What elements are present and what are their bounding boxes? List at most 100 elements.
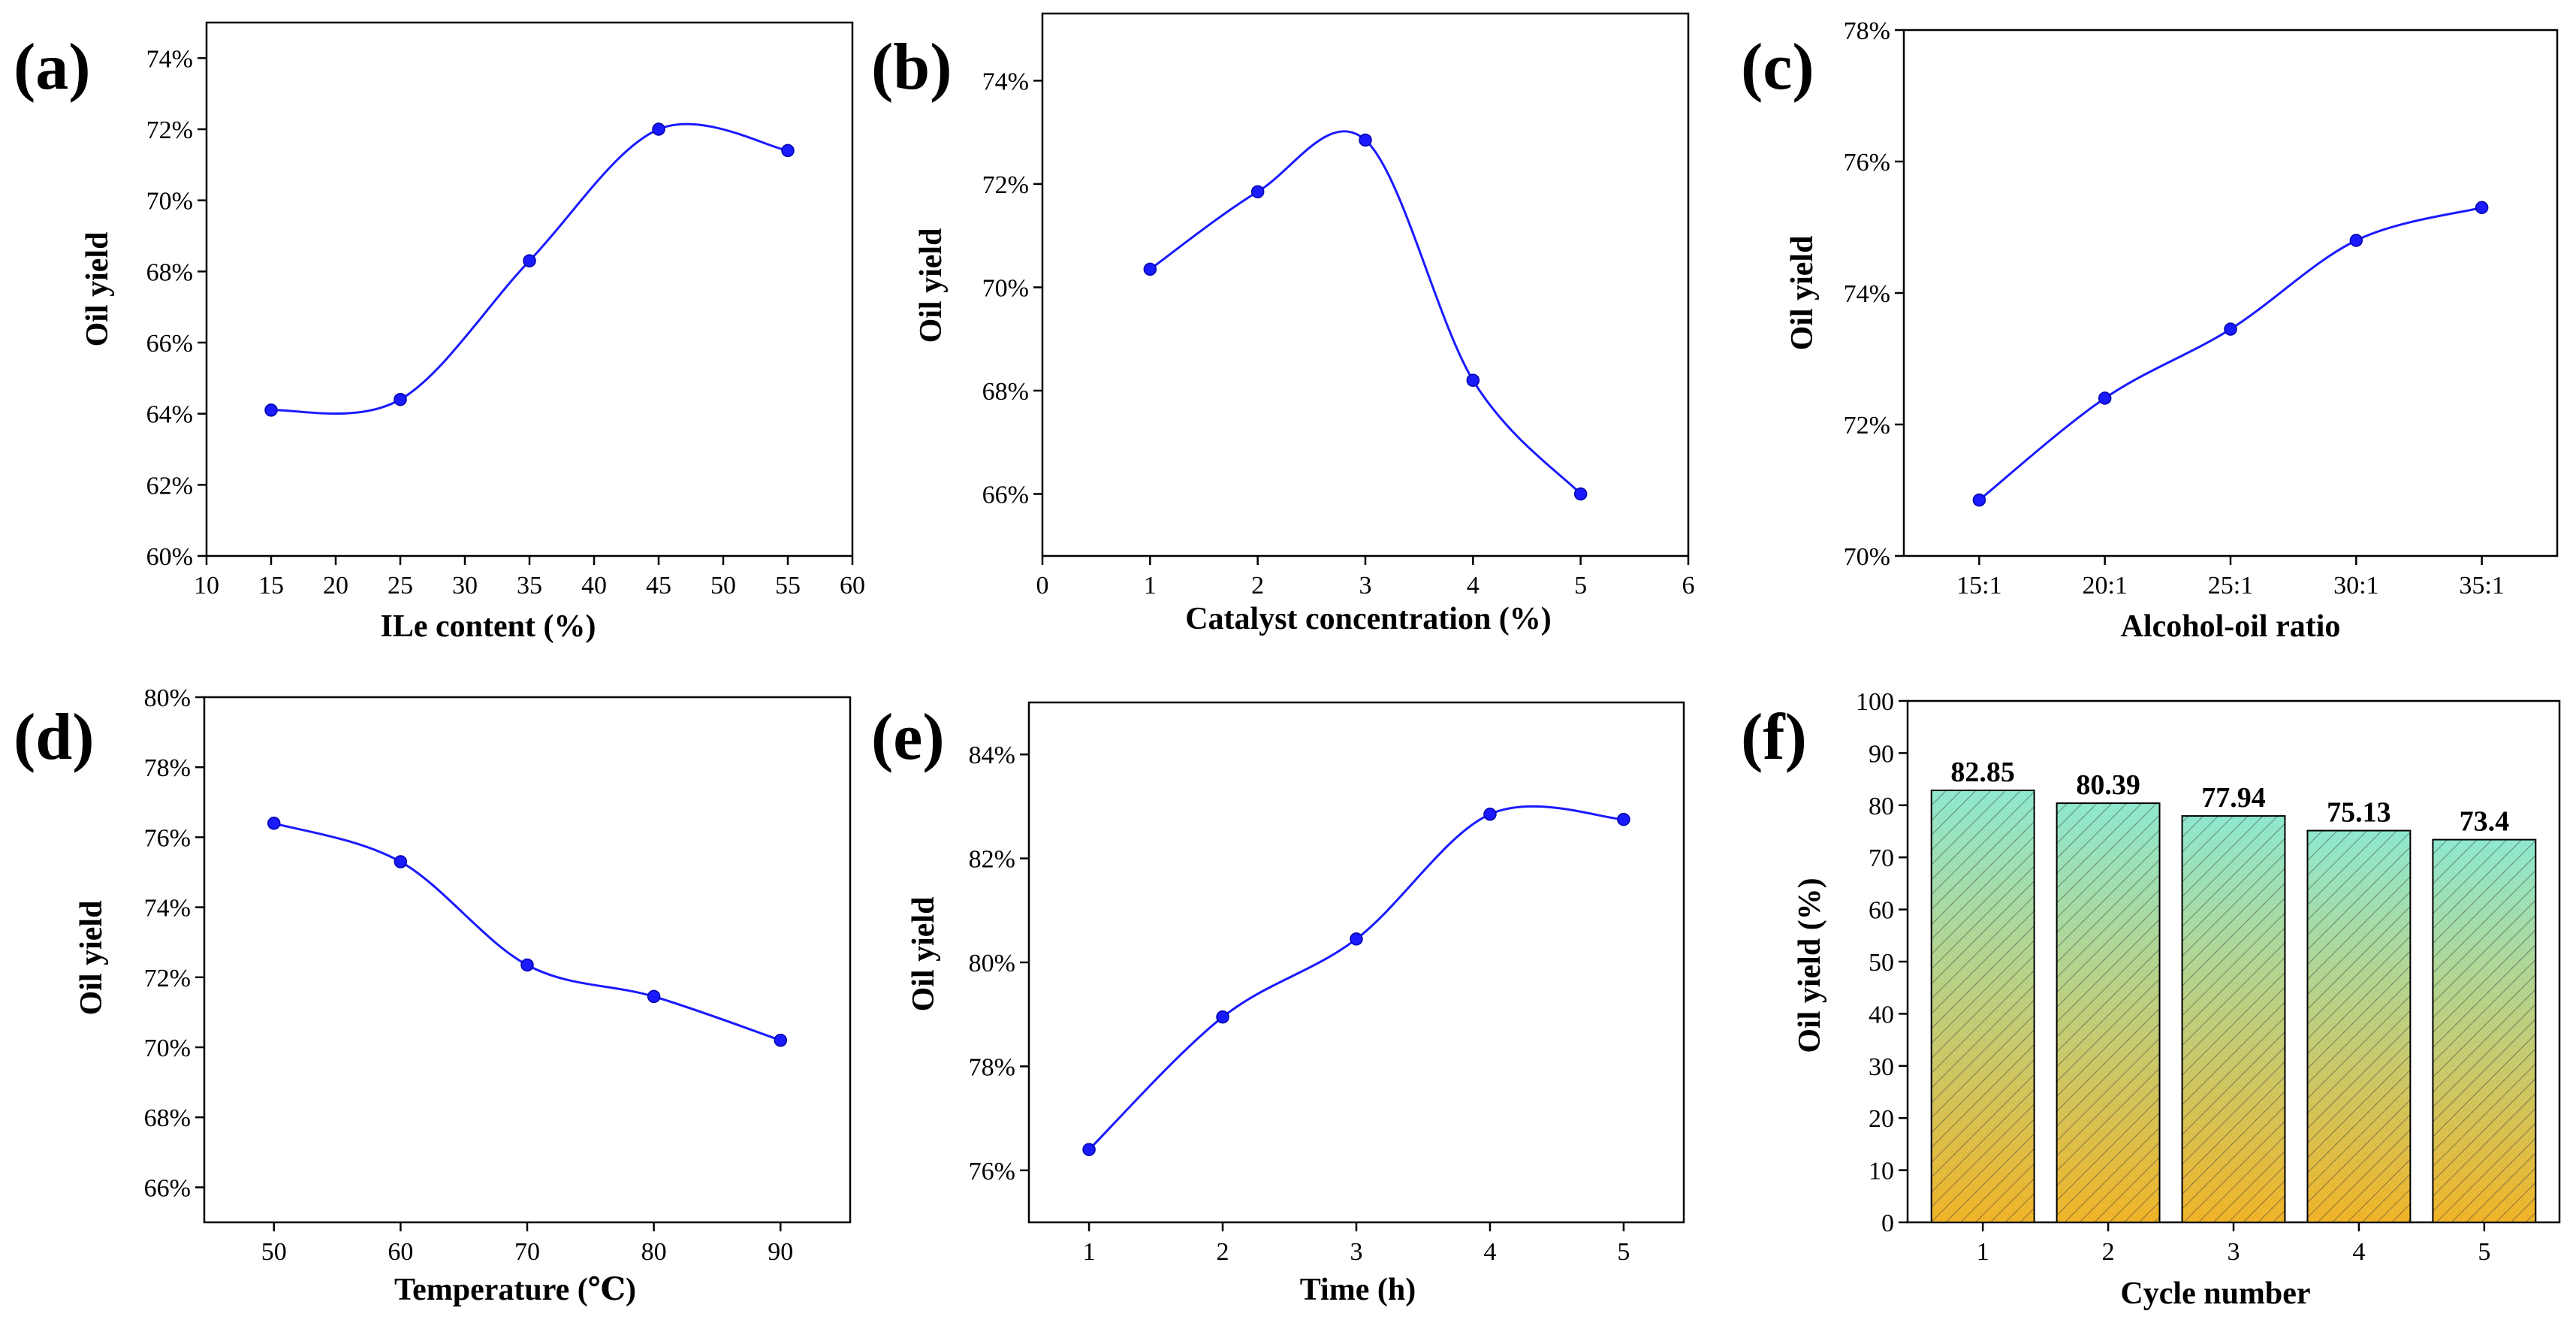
x-tick-label: 60	[840, 572, 865, 600]
x-tick-label: 5	[1574, 572, 1587, 600]
bar-hatch	[2432, 838, 2537, 1223]
y-tick-label: 80%	[969, 950, 1015, 977]
y-tick-label: 66%	[144, 1174, 191, 1202]
y-tick-label: 70%	[146, 188, 193, 216]
x-tick-label: 3	[1350, 1238, 1363, 1266]
y-tick-label: 80	[1869, 793, 1894, 820]
y-tick-label: 70%	[1844, 543, 1890, 571]
x-tick-label: 55	[775, 572, 801, 600]
panel-f: (f) Cycle number Oil yield (%) 0 10 20 30 40…	[1741, 688, 2561, 1311]
y-tick-label: 100	[1856, 688, 1894, 716]
y-tick-label: 64%	[146, 401, 193, 429]
data-point	[1359, 133, 1372, 147]
plot-area-c: 70% 72% 74% 76% 78% 15:1 20:1 25:1 30:1 35:1	[1844, 17, 2559, 600]
x-tick-label: 35:1	[2459, 572, 2504, 600]
y-tick-label: 20	[1869, 1105, 1894, 1133]
y-tick-label: 60%	[146, 543, 193, 571]
x-tick-label: 50	[710, 572, 736, 600]
y-tick-label: 80%	[144, 684, 191, 712]
bar-hatch	[2306, 829, 2412, 1223]
y-axis-label-b: Oil yield	[914, 228, 949, 343]
data-point	[523, 254, 536, 267]
series-line	[1088, 805, 1624, 1151]
y-tick-label: 70%	[144, 1035, 191, 1062]
panel-c: (c) Alcohol-oil ratio Oil yield 70% 72% 74…	[1741, 17, 2559, 644]
x-tick-label: 1	[1144, 572, 1157, 600]
panel-d: (d) Temperature (℃) Oil yield 66% 68% 70% 7…	[14, 684, 852, 1307]
data-point	[264, 403, 278, 417]
series-line	[273, 822, 781, 1042]
data-point	[1250, 185, 1265, 198]
x-axis-label-b: Catalyst concentration (%)	[1185, 602, 1552, 636]
x-tick-label: 90	[768, 1238, 793, 1266]
panel-label-c: (c)	[1741, 31, 1814, 104]
panel-label-d: (d)	[14, 701, 95, 774]
bar-data-label: 73.4	[2460, 806, 2510, 838]
x-tick-label: 45	[646, 572, 671, 600]
y-tick-label: 60	[1869, 897, 1894, 925]
x-tick-label: 2	[1217, 1238, 1229, 1266]
y-tick-label: 62%	[146, 472, 193, 500]
x-tick-label: 5	[1617, 1238, 1630, 1266]
data-point	[1082, 1143, 1096, 1156]
x-tick-label: 30:1	[2333, 572, 2378, 600]
data-point	[1466, 373, 1480, 387]
data-point	[520, 958, 534, 972]
panel-e: (e) Time (h) Oil yield 76% 78% 80% 82% 84% 1 2…	[871, 701, 1685, 1307]
plot-area-b: 66% 68% 70% 72% 74% 0 1 2 3 4 5 6	[982, 12, 1695, 600]
plot-area-f: 0 10 20 30 40 50 60 70 80 90 100 1 2 3 4 5 82.85 80.39 77.…	[1856, 688, 2561, 1266]
bar-data-label: 77.94	[2201, 782, 2266, 814]
y-tick-label: 74%	[144, 895, 191, 923]
x-tick-label: 15:1	[1956, 572, 2001, 600]
series-line	[1149, 130, 1582, 495]
y-tick-label: 30	[1869, 1053, 1894, 1081]
bar-data-label: 75.13	[2327, 797, 2391, 829]
y-tick-label: 68%	[146, 258, 193, 286]
x-axis-label-a: ILe content (%)	[381, 609, 596, 644]
x-tick-label: 35	[517, 572, 542, 600]
data-point	[652, 122, 665, 136]
y-axis-label-e: Oil yield	[906, 897, 941, 1012]
x-tick-label: 40	[581, 572, 607, 600]
y-tick-label: 74%	[146, 45, 193, 73]
x-tick-label: 0	[1036, 572, 1049, 600]
x-tick-label: 30	[452, 572, 478, 600]
data-point	[1483, 808, 1497, 821]
x-tick-label: 5	[2478, 1238, 2490, 1266]
data-point	[1350, 932, 1363, 946]
y-tick-label: 72%	[982, 171, 1029, 199]
bar-data-label: 82.85	[1950, 757, 2015, 788]
y-axis-label-a: Oil yield	[80, 232, 115, 347]
data-point	[2224, 322, 2237, 336]
panel-label-e: (e)	[871, 701, 945, 774]
y-tick-label: 78%	[144, 754, 191, 782]
y-tick-label: 76%	[144, 824, 191, 852]
x-tick-label: 2	[2102, 1238, 2115, 1266]
x-tick-label: 25:1	[2208, 572, 2253, 600]
series-line	[270, 122, 789, 415]
plot-frame	[1902, 29, 2559, 557]
data-point	[1573, 487, 1588, 501]
series-line	[1978, 206, 2482, 501]
x-axis-label-e: Time (h)	[1300, 1273, 1416, 1307]
x-tick-label: 3	[2228, 1238, 2240, 1266]
plot-frame	[205, 21, 854, 557]
y-tick-label: 76%	[969, 1158, 1015, 1186]
y-tick-label: 72%	[146, 116, 193, 144]
panel-b: (b) Catalyst concentration (%) Oil yield…	[871, 12, 1695, 636]
y-tick-label: 84%	[969, 742, 1015, 769]
y-axis-label-c: Oil yield	[1785, 236, 1820, 351]
x-tick-label: 2	[1251, 572, 1264, 600]
y-tick-label: 40	[1869, 1001, 1894, 1029]
x-axis-label-f: Cycle number	[2120, 1276, 2310, 1311]
y-tick-label: 66%	[982, 481, 1029, 509]
y-tick-label: 72%	[144, 965, 191, 992]
plot-frame	[1041, 12, 1690, 557]
y-tick-label: 66%	[146, 330, 193, 358]
bar-hatch	[2181, 815, 2286, 1224]
y-tick-label: 70%	[982, 274, 1029, 302]
y-tick-label: 78%	[1844, 17, 1890, 45]
bar-hatch	[1930, 790, 2035, 1223]
y-tick-label: 72%	[1844, 412, 1890, 439]
